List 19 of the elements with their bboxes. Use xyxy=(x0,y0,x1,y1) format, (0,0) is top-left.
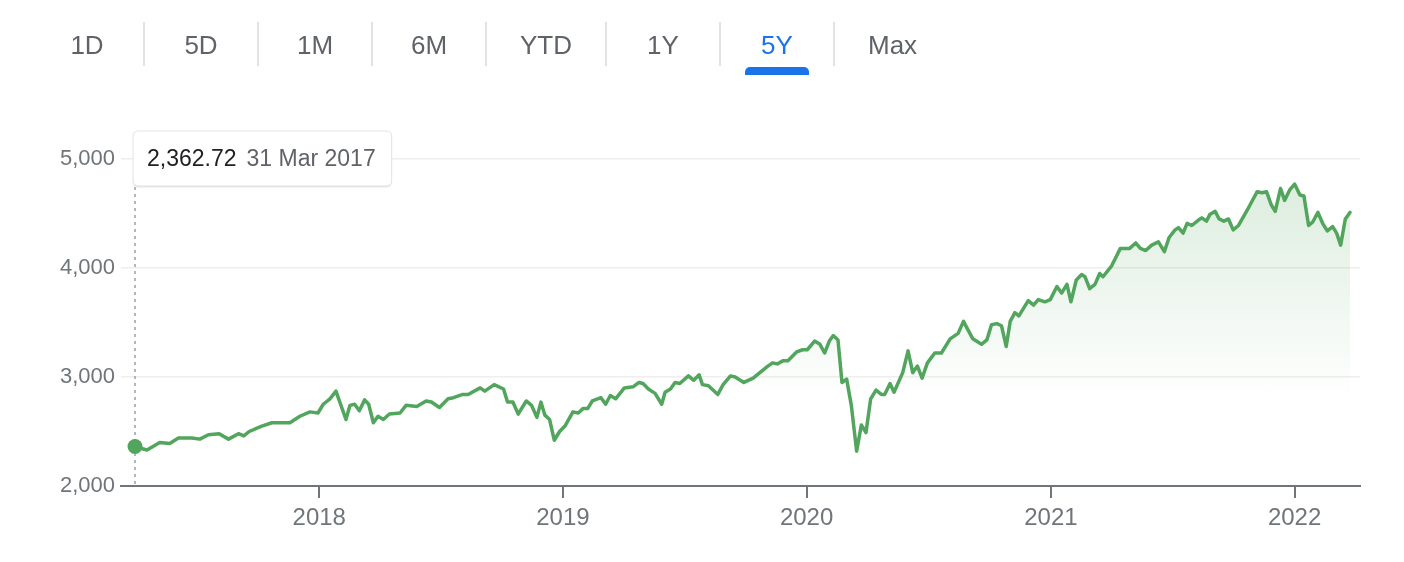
y-tick-label: 2,000 xyxy=(59,472,115,498)
category-label: YTD xyxy=(520,30,572,60)
annotation: 31 Mar 2017 xyxy=(246,144,376,171)
y-tick-label: 3,000 xyxy=(59,363,115,389)
category-label: 5D xyxy=(184,30,218,60)
x-tick-label: 2021 xyxy=(1024,503,1078,531)
category-label: 5Y xyxy=(761,30,793,60)
category-label: 6M xyxy=(410,30,448,60)
category-label: 1Y xyxy=(647,30,679,60)
x-tick-label: 2020 xyxy=(779,503,834,531)
annotation: 2,362.72 xyxy=(147,144,237,171)
y-tick-label: 5,000 xyxy=(59,145,115,171)
category-label: Max xyxy=(868,30,918,60)
x-tick-label: 2018 xyxy=(292,503,346,531)
y-tick-label: 4,000 xyxy=(59,254,115,280)
x-tick-label: 2019 xyxy=(536,503,590,531)
category-label: 1D xyxy=(70,30,104,60)
x-tick-label: 2022 xyxy=(1267,503,1322,531)
category-label: 1M xyxy=(296,30,334,60)
